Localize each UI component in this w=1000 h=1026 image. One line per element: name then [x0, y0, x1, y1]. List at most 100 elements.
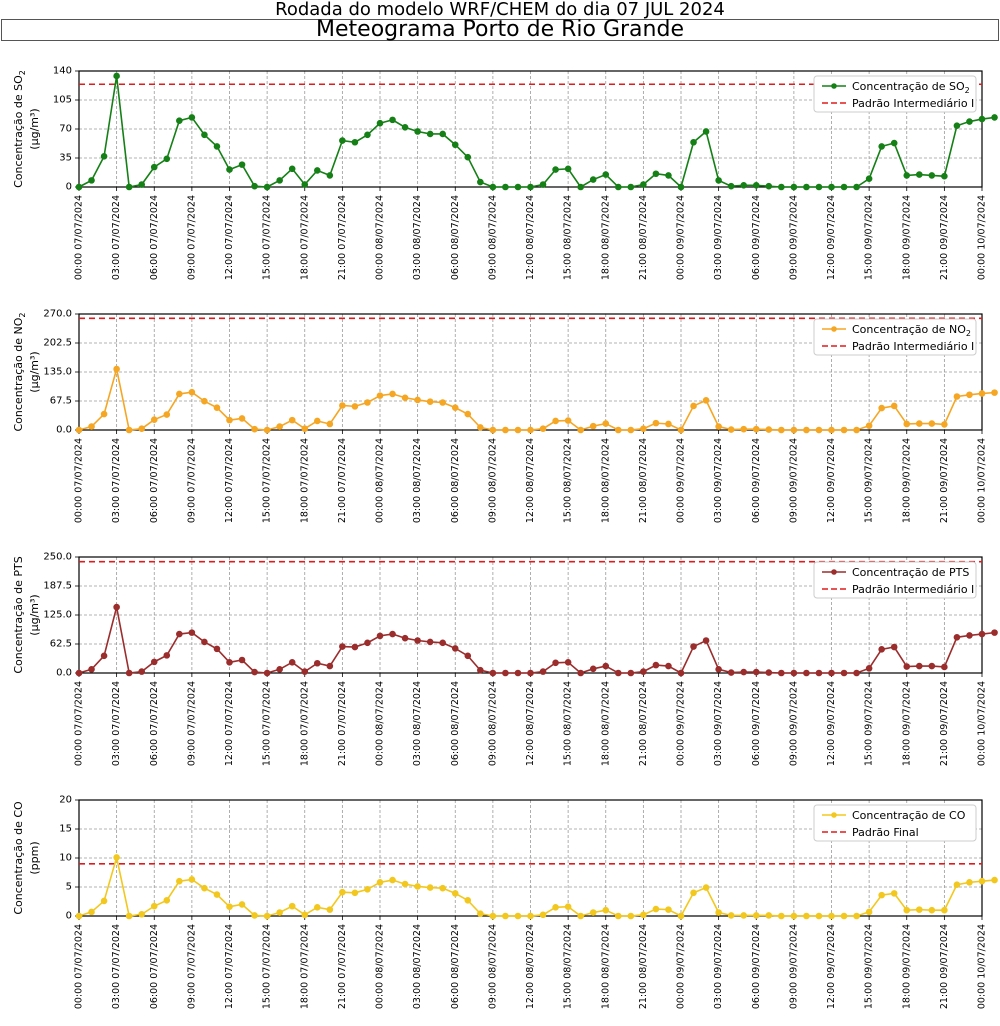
data-point — [953, 881, 961, 888]
data-point — [752, 668, 760, 676]
data-point — [389, 630, 396, 638]
chart-co: 00:00 07/07/2024 03:00 07/07/2024 06:00 07… — [12, 795, 998, 1009]
data-point — [803, 183, 810, 191]
data-point — [803, 912, 810, 920]
data-point — [640, 911, 647, 919]
data-point — [464, 410, 472, 418]
data-point — [226, 166, 233, 173]
x-tick-label: 00:00 07/07/2024 — [74, 924, 85, 1009]
x-tick-label: 18:00 09/07/2024 — [901, 195, 912, 280]
y-tick-label: 202.5 — [43, 338, 72, 349]
data-point — [552, 659, 559, 667]
y-tick-label: 62.5 — [50, 639, 72, 650]
x-tick-label: 00:00 07/07/2024 — [74, 438, 85, 523]
x-tick-label: 09:00 07/07/2024 — [186, 681, 197, 766]
data-point — [376, 879, 384, 886]
data-point — [426, 130, 434, 138]
x-tick-label: 03:00 07/07/2024 — [111, 681, 122, 766]
x-tick-label: 12:00 09/07/2024 — [826, 924, 837, 1009]
x-tick-label: 18:00 08/07/2024 — [600, 195, 611, 280]
x-tick-label: 21:00 07/07/2024 — [337, 924, 348, 1009]
data-point — [238, 415, 246, 422]
data-point — [276, 423, 283, 430]
legend-threshold-label: Padrão Intermediário I — [852, 97, 974, 110]
x-tick-label: 09:00 08/07/2024 — [487, 681, 498, 766]
x-tick-label: 03:00 08/07/2024 — [412, 924, 423, 1009]
data-point — [201, 397, 208, 405]
data-point — [288, 165, 296, 173]
y-axis-label-main: Concentração de SO — [12, 75, 25, 188]
data-point — [389, 390, 396, 398]
y-axis-label-main: Concentração de CO — [12, 801, 25, 915]
data-point — [464, 652, 472, 660]
y-tick-label: 105 — [53, 95, 72, 106]
data-point — [690, 138, 697, 146]
data-point — [389, 876, 396, 884]
y-tick-label: 70 — [59, 124, 72, 135]
data-point — [928, 172, 936, 179]
data-point — [665, 662, 672, 670]
x-tick-label: 18:00 09/07/2024 — [901, 924, 912, 1009]
x-tick-label: 03:00 07/07/2024 — [111, 195, 122, 280]
data-point — [514, 912, 522, 920]
data-point — [778, 183, 785, 191]
x-tick-label: 12:00 08/07/2024 — [525, 681, 536, 766]
legend-box — [813, 75, 977, 113]
data-point — [740, 182, 748, 189]
data-point — [966, 391, 973, 399]
y-tick-label: 125.0 — [43, 610, 72, 621]
y-tick-label: 35 — [59, 153, 72, 164]
data-point — [364, 886, 371, 893]
data-point — [991, 114, 998, 121]
x-tick-label: 06:00 08/07/2024 — [450, 681, 461, 766]
data-point — [502, 912, 509, 920]
x-tick-label: 06:00 07/07/2024 — [149, 438, 160, 523]
data-point — [251, 182, 258, 190]
data-point — [941, 663, 948, 671]
data-point — [752, 912, 760, 919]
data-point — [288, 902, 296, 910]
data-point — [677, 183, 685, 191]
y-tick-label: 0 — [66, 182, 72, 193]
x-tick-label: 03:00 08/07/2024 — [412, 195, 423, 280]
data-point — [251, 668, 258, 676]
data-point — [765, 426, 773, 433]
x-tick-label: 06:00 09/07/2024 — [751, 681, 762, 766]
data-point — [313, 167, 321, 174]
data-point — [552, 904, 559, 911]
data-point — [602, 420, 610, 427]
data-point — [301, 911, 309, 919]
data-point — [113, 365, 120, 373]
data-point — [577, 426, 584, 434]
data-point — [815, 183, 823, 191]
y-tick-label: 0.0 — [56, 668, 72, 679]
data-point — [865, 422, 873, 430]
data-point — [376, 632, 384, 640]
data-point — [778, 912, 785, 920]
data-point — [276, 665, 283, 673]
data-point — [138, 910, 146, 918]
x-tick-label: 00:00 08/07/2024 — [375, 195, 386, 280]
data-point — [514, 669, 522, 677]
data-point — [251, 912, 258, 919]
x-tick-label: 06:00 07/07/2024 — [149, 195, 160, 280]
data-point — [477, 910, 484, 917]
data-point — [201, 638, 208, 646]
data-point — [100, 153, 108, 160]
data-point — [928, 906, 936, 914]
data-point — [502, 426, 509, 434]
x-tick-label: 00:00 08/07/2024 — [375, 924, 386, 1009]
y-axis-units: (ppm) — [28, 841, 41, 874]
data-point — [426, 884, 434, 891]
data-point — [627, 426, 635, 434]
data-point — [477, 666, 484, 674]
x-tick-label: 09:00 07/07/2024 — [186, 924, 197, 1009]
data-point — [113, 854, 120, 861]
x-tick-label: 18:00 09/07/2024 — [901, 438, 912, 523]
x-tick-label: 06:00 08/07/2024 — [450, 438, 461, 523]
x-tick-label: 06:00 08/07/2024 — [450, 924, 461, 1009]
x-tick-label: 09:00 09/07/2024 — [788, 924, 799, 1009]
x-tick-label: 18:00 08/07/2024 — [600, 924, 611, 1009]
y-tick-label: 0 — [66, 911, 72, 922]
data-point — [301, 668, 309, 675]
